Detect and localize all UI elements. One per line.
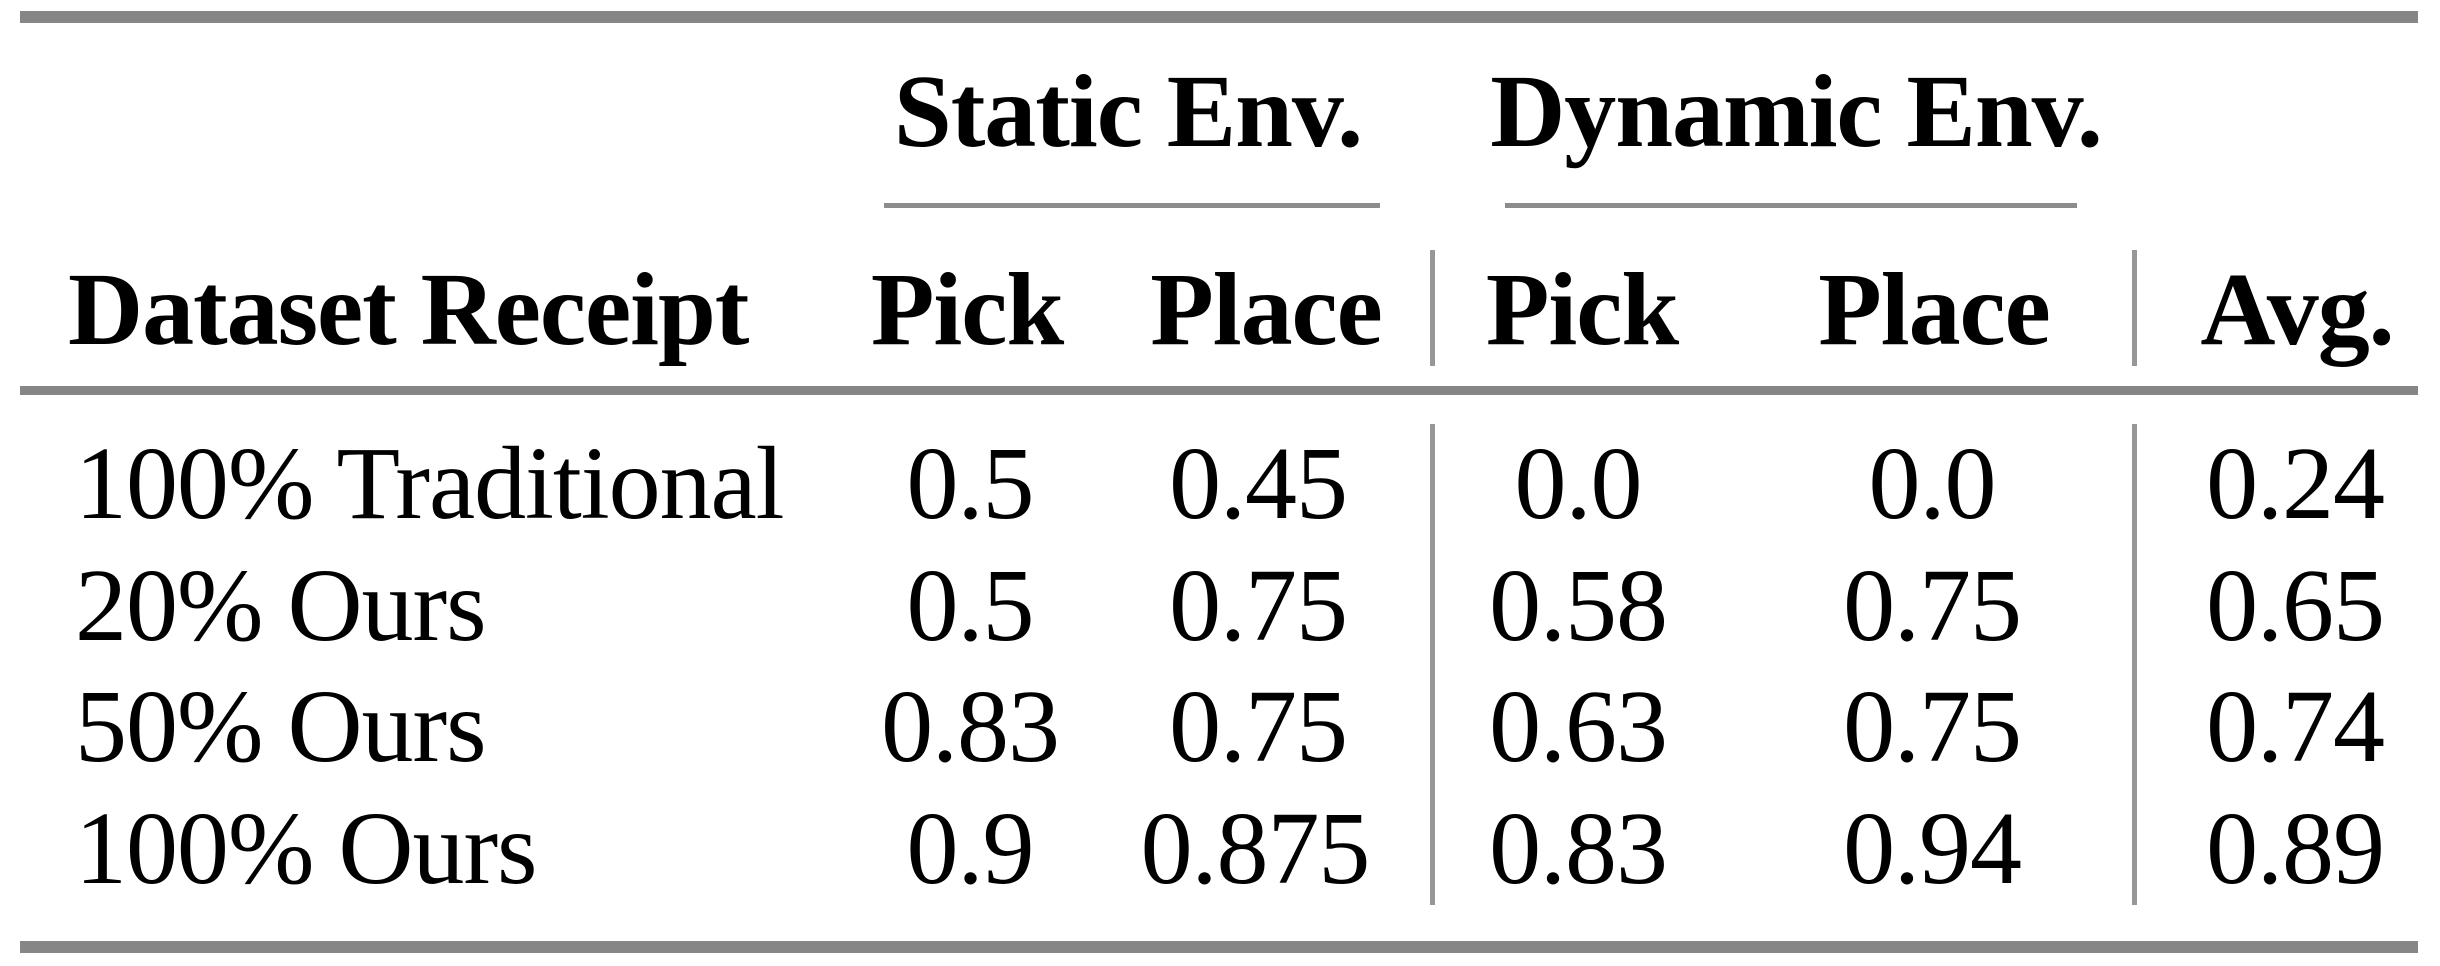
static-place-header: Place xyxy=(1150,252,1383,367)
row-label: 20% Ours xyxy=(75,548,487,663)
cell-avg: 0.65 xyxy=(2206,548,2385,663)
avg-header: Avg. xyxy=(2200,252,2394,367)
static-env-underline xyxy=(884,203,1380,208)
row-label: 50% Ours xyxy=(75,669,487,784)
bottom-rule xyxy=(20,941,2418,953)
cell-avg: 0.89 xyxy=(2206,791,2385,906)
cell-static-pick: 0.5 xyxy=(906,426,1035,541)
cell-static-place: 0.75 xyxy=(1169,548,1348,663)
cell-avg: 0.74 xyxy=(2206,669,2385,784)
dataset-receipt-header: Dataset Receipt xyxy=(68,252,749,367)
cell-dynamic-pick: 0.0 xyxy=(1514,426,1643,541)
dynamic-pick-header: Pick xyxy=(1485,252,1679,367)
cell-static-place: 0.45 xyxy=(1169,426,1348,541)
cell-static-place: 0.875 xyxy=(1140,791,1371,906)
row-label: 100% Traditional xyxy=(75,426,785,541)
dynamic-env-underline xyxy=(1505,203,2077,208)
row-label: 100% Ours xyxy=(75,791,538,906)
cell-dynamic-pick: 0.58 xyxy=(1489,548,1668,663)
cell-avg: 0.24 xyxy=(2206,426,2385,541)
static-env-group-header: Static Env. xyxy=(893,54,1363,169)
cell-dynamic-pick: 0.63 xyxy=(1489,669,1668,784)
mid-rule xyxy=(20,386,2418,395)
separator-dynamic-avg-body xyxy=(2132,424,2137,905)
cell-dynamic-place: 0.0 xyxy=(1868,426,1997,541)
static-pick-header: Pick xyxy=(870,252,1064,367)
cell-dynamic-place: 0.75 xyxy=(1843,669,2022,784)
cell-dynamic-place: 0.94 xyxy=(1843,791,2022,906)
cell-dynamic-pick: 0.83 xyxy=(1489,791,1668,906)
top-rule xyxy=(20,11,2418,23)
separator-static-dynamic-body xyxy=(1430,424,1435,905)
cell-static-pick: 0.83 xyxy=(881,669,1060,784)
cell-static-place: 0.75 xyxy=(1169,669,1348,784)
cell-static-pick: 0.5 xyxy=(906,548,1035,663)
separator-dynamic-avg-header xyxy=(2132,250,2137,366)
separator-static-dynamic-header xyxy=(1430,250,1435,366)
dynamic-place-header: Place xyxy=(1818,252,2051,367)
dynamic-env-group-header: Dynamic Env. xyxy=(1490,54,2103,169)
cell-dynamic-place: 0.75 xyxy=(1843,548,2022,663)
cell-static-pick: 0.9 xyxy=(906,791,1035,906)
